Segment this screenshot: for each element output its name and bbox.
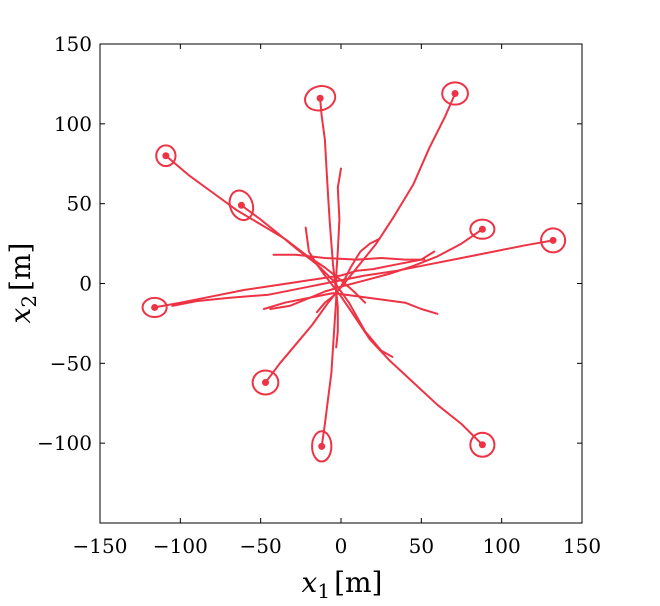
uncertainty-ellipse (304, 85, 337, 112)
x-tick-label: −100 (153, 534, 208, 558)
trajectory-line (319, 97, 339, 349)
x-axis-label: x1 [m] (302, 566, 383, 603)
y-axis-label-unit: [m] (4, 243, 37, 291)
trajectory-line (240, 204, 394, 358)
endpoint-marker (316, 94, 324, 102)
trajectory-line (262, 292, 439, 315)
endpoint-marker (162, 152, 170, 160)
uncertainty-ellipse (155, 144, 177, 168)
y-tick-label: 150 (54, 32, 92, 56)
endpoint-marker (151, 303, 159, 311)
trajectory-line (171, 239, 555, 307)
trajectory-line (269, 228, 484, 310)
trajectory-line (320, 167, 342, 448)
x-tick-label: 150 (563, 534, 601, 558)
uncertainty-ellipse (141, 296, 168, 319)
uncertainty-ellipse (311, 430, 333, 463)
endpoint-marker (451, 89, 459, 97)
x-tick-label: 50 (409, 534, 434, 558)
trajectory-line (153, 250, 436, 309)
y-tick-label: −100 (37, 431, 92, 455)
trajectory-line (272, 253, 426, 261)
plot-frame (99, 43, 583, 524)
trajectory-layer (141, 81, 567, 463)
uncertainty-ellipse (228, 189, 255, 222)
x-axis-label-unit: [m] (334, 566, 382, 599)
x-axis-label-sub: 1 (317, 579, 330, 603)
x-axis-label-var: x (302, 566, 318, 599)
uncertainty-ellipse (469, 431, 496, 458)
y-tick-label: 100 (54, 112, 92, 136)
uncertainty-ellipse (251, 369, 280, 396)
tick-layer: −150 −100 −50 0 50 100 150 −100 −50 0 50 100 150 (37, 32, 601, 558)
endpoint-marker (478, 225, 486, 233)
x-tick-label: −150 (73, 534, 128, 558)
y-tick-label: 50 (67, 192, 92, 216)
y-axis-label-var: x (4, 307, 37, 323)
uncertainty-ellipse (540, 227, 567, 254)
x-tick-label: 0 (335, 534, 348, 558)
trajectory-line (304, 226, 484, 446)
endpoint-marker (318, 442, 326, 450)
y-axis-label: x2 [m] (4, 243, 41, 324)
endpoint-marker (237, 201, 245, 209)
endpoint-marker (478, 441, 486, 449)
endpoint-marker (261, 378, 269, 386)
plot-border (99, 43, 583, 524)
uncertainty-ellipse (441, 81, 469, 106)
y-tick-label: 0 (79, 272, 92, 296)
uncertainty-ellipse (469, 218, 496, 240)
endpoint-marker (549, 236, 557, 244)
x-tick-label: 100 (483, 534, 521, 558)
y-axis-label-sub: 2 (17, 295, 41, 308)
x-tick-label: −50 (240, 534, 282, 558)
trajectory-line (264, 237, 381, 384)
y-tick-label: −50 (50, 351, 92, 375)
